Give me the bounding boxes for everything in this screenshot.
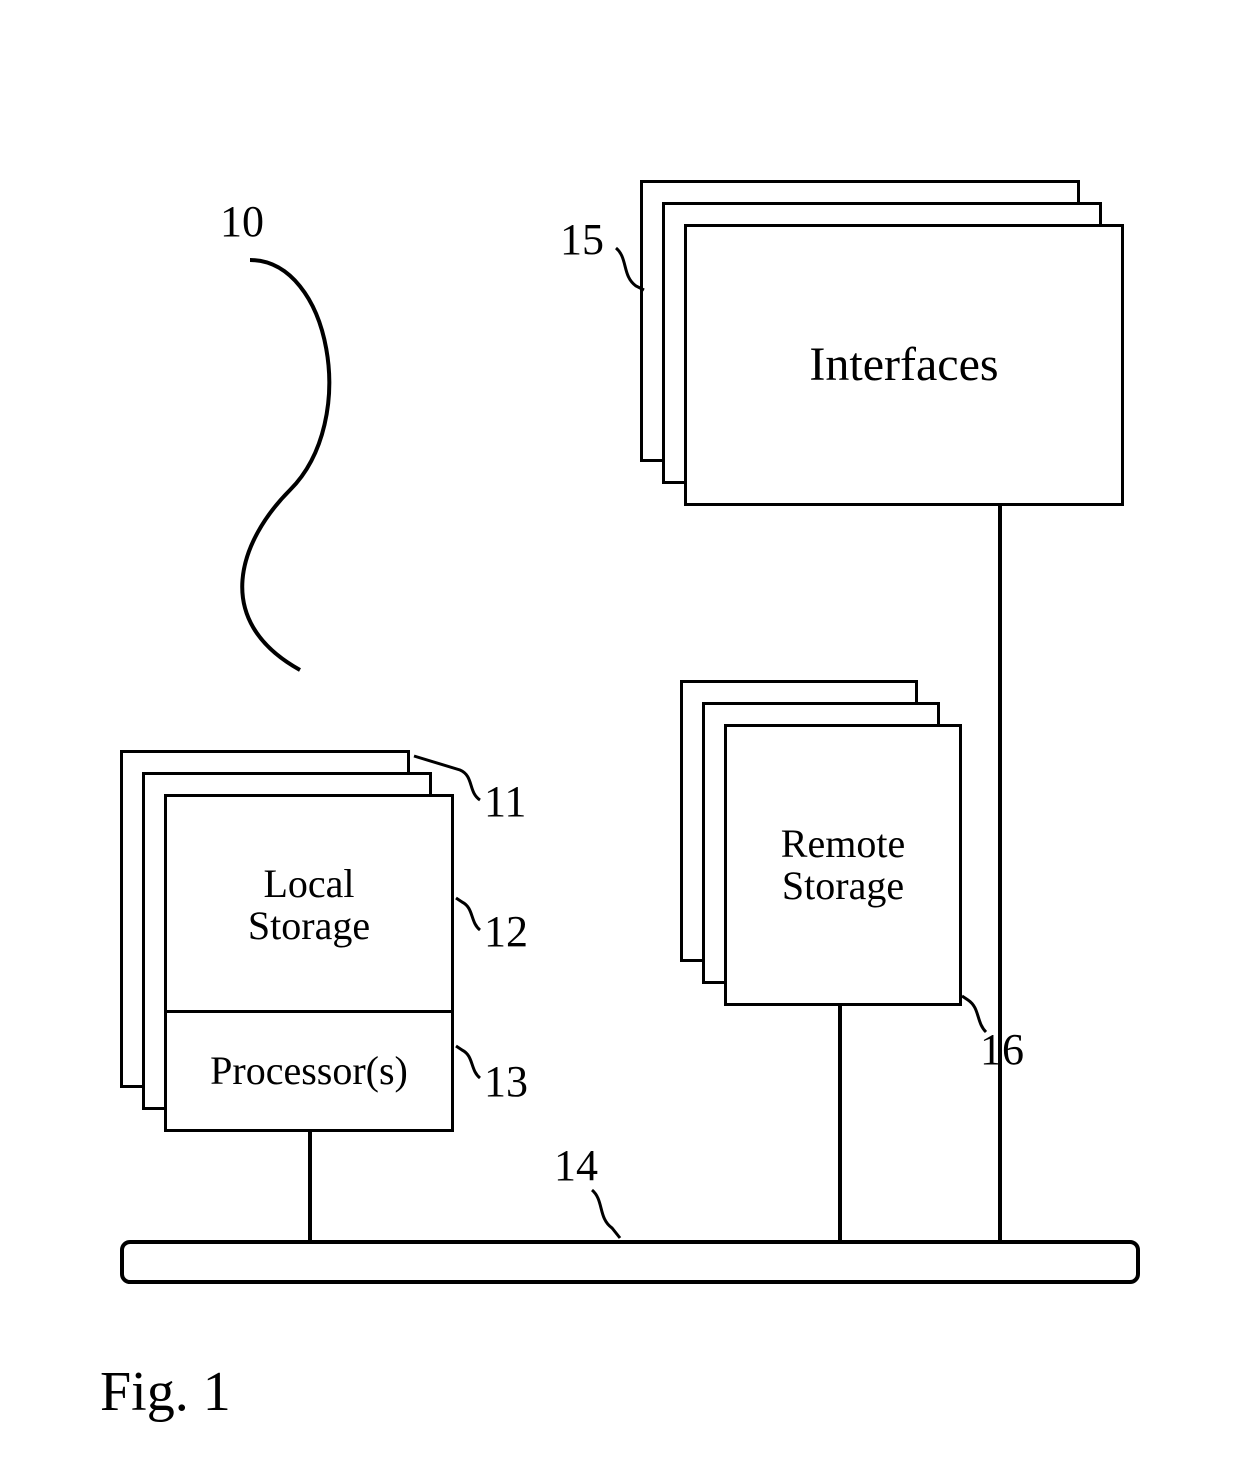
- bus-ref-14: 14: [554, 1140, 598, 1191]
- interfaces-ref-15: 15: [560, 214, 604, 265]
- local-storage-ref-12: 12: [484, 906, 528, 957]
- figure-canvas: Local Storage Processor(s) Interfaces Re…: [0, 0, 1240, 1484]
- remote-storage-label: Remote Storage: [724, 724, 962, 1006]
- processor-stack-ref-11: 11: [484, 776, 526, 827]
- remote-storage-stack: Remote Storage: [680, 680, 970, 1010]
- interfaces-stack: Interfaces: [640, 180, 1130, 510]
- system-ref-10: 10: [220, 196, 264, 247]
- interfaces-label: Interfaces: [684, 224, 1124, 506]
- processor-label: Processor(s): [164, 1010, 454, 1132]
- remote-storage-ref-16: 16: [980, 1024, 1024, 1075]
- processor-ref-13: 13: [484, 1056, 528, 1107]
- local-storage-label: Local Storage: [164, 810, 454, 1000]
- processor-stack: Local Storage Processor(s): [120, 750, 460, 1130]
- bus-bar: [120, 1240, 1140, 1284]
- figure-caption: Fig. 1: [100, 1360, 231, 1424]
